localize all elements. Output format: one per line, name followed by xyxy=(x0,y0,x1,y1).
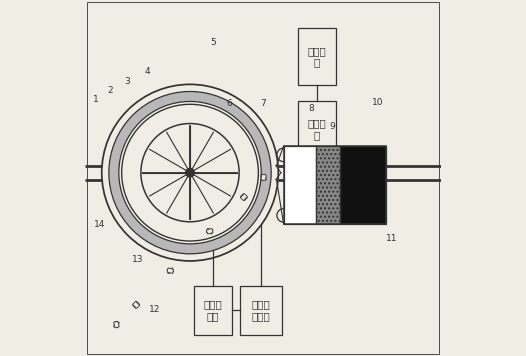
Polygon shape xyxy=(261,174,266,181)
Circle shape xyxy=(109,91,271,254)
Polygon shape xyxy=(206,229,213,234)
Circle shape xyxy=(102,84,278,261)
Text: 6: 6 xyxy=(226,99,232,108)
Bar xyxy=(240,286,282,335)
Bar xyxy=(194,286,232,335)
Bar xyxy=(298,28,336,85)
Polygon shape xyxy=(114,321,119,328)
Text: 5: 5 xyxy=(210,38,216,47)
Circle shape xyxy=(186,168,194,177)
Bar xyxy=(284,146,386,224)
Text: 2: 2 xyxy=(107,86,113,95)
Polygon shape xyxy=(114,321,119,328)
Text: 汽车电
池: 汽车电 池 xyxy=(308,46,327,67)
Polygon shape xyxy=(206,229,213,234)
Text: 7: 7 xyxy=(260,99,266,108)
Bar xyxy=(340,146,386,224)
Polygon shape xyxy=(240,194,247,201)
Circle shape xyxy=(122,104,258,241)
Text: 14: 14 xyxy=(94,220,105,229)
Text: 升压电
路: 升压电 路 xyxy=(308,118,327,140)
Bar xyxy=(298,101,336,157)
Text: 电源控
制器: 电源控 制器 xyxy=(204,300,222,321)
Text: 4: 4 xyxy=(145,67,150,76)
Polygon shape xyxy=(167,268,174,273)
Text: 11: 11 xyxy=(386,234,398,243)
Polygon shape xyxy=(133,301,140,308)
Polygon shape xyxy=(133,301,140,308)
Text: 升压整
流电路: 升压整 流电路 xyxy=(251,300,270,321)
Text: 9: 9 xyxy=(330,122,335,131)
Polygon shape xyxy=(167,268,174,273)
Circle shape xyxy=(141,124,239,222)
Polygon shape xyxy=(261,174,266,181)
Text: 8: 8 xyxy=(308,104,314,113)
Bar xyxy=(316,146,340,224)
Text: 1: 1 xyxy=(93,95,98,104)
Circle shape xyxy=(119,101,261,244)
Polygon shape xyxy=(240,194,247,201)
Bar xyxy=(284,146,316,224)
Text: 12: 12 xyxy=(149,305,160,314)
Text: 10: 10 xyxy=(372,98,383,107)
Text: 13: 13 xyxy=(132,255,144,264)
Text: 3: 3 xyxy=(124,77,130,86)
